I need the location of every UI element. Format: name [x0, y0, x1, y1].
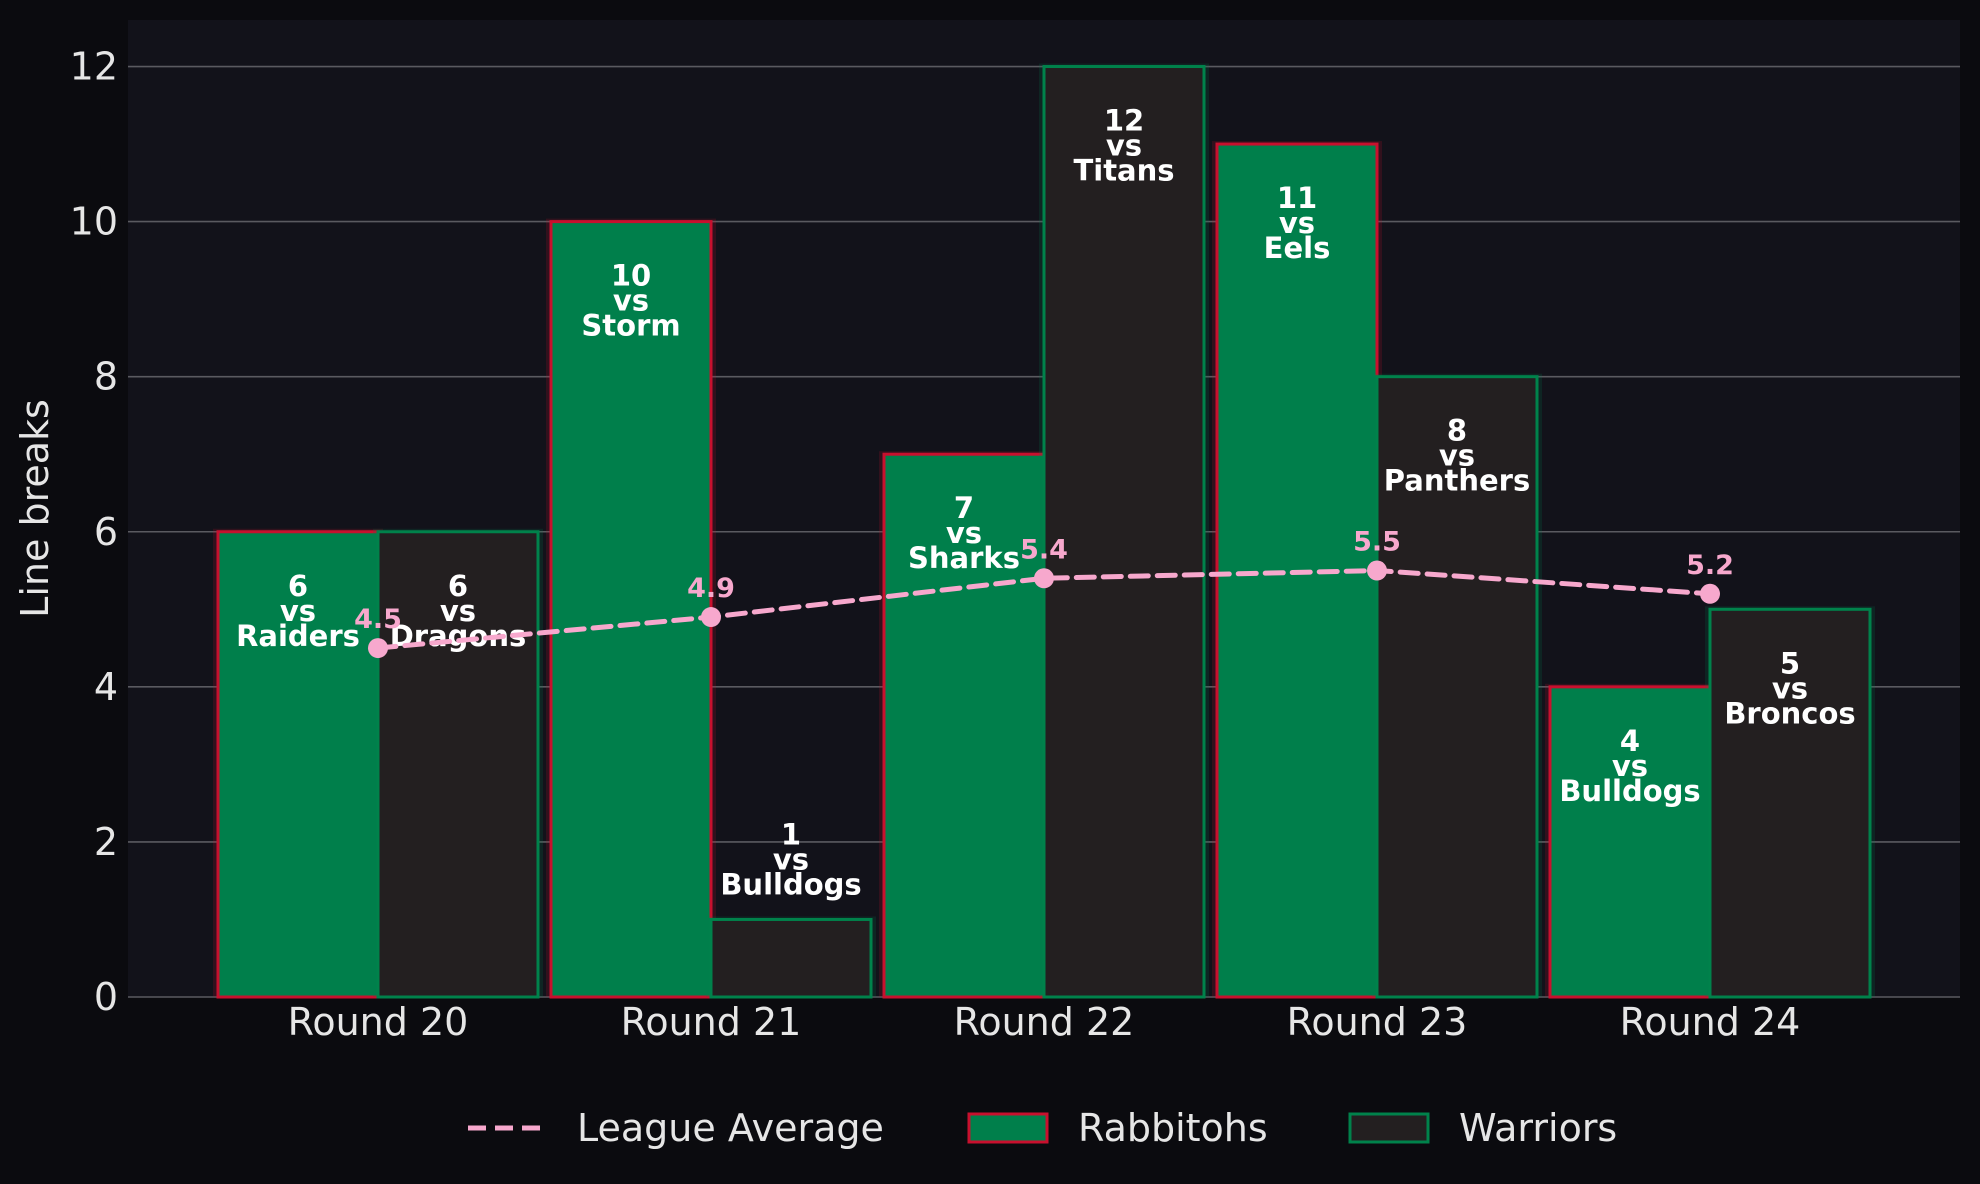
bar-vs-label: vs	[1279, 206, 1315, 240]
bar-warriors	[376, 530, 540, 999]
bar-warriors	[1375, 375, 1539, 999]
bar-value-label: 8	[1447, 414, 1467, 448]
bar-warriors	[1042, 65, 1206, 999]
x-tick-label: Round 20	[288, 1000, 469, 1044]
bar-value-label: 6	[288, 569, 308, 603]
league-average-value-label: 5.5	[1353, 527, 1401, 558]
bar-vs-label: vs	[280, 594, 316, 628]
y-tick-label: 6	[94, 510, 118, 554]
league-average-value-label: 4.9	[687, 573, 735, 604]
bar-value-label: 12	[1104, 104, 1144, 138]
bar-vs-label: vs	[946, 516, 982, 550]
x-tick-label: Round 24	[1620, 1000, 1801, 1044]
league-average-point	[1034, 568, 1054, 589]
bar-vs-label: vs	[613, 284, 649, 318]
y-tick-label: 10	[70, 200, 118, 244]
y-tick-label: 8	[94, 355, 118, 399]
league-average-point	[701, 607, 721, 628]
league-average-value-label: 5.4	[1020, 534, 1068, 565]
bar-value-label: 11	[1277, 181, 1317, 215]
bar-value-label: 4	[1620, 724, 1640, 758]
bar-warriors	[709, 917, 873, 999]
bar-opponent-label: Panthers	[1384, 464, 1530, 498]
bar-rabbitohs	[549, 220, 713, 999]
league-average-value-label: 5.2	[1686, 550, 1734, 581]
bar-value-label: 5	[1780, 646, 1800, 680]
bar-vs-label: vs	[1612, 749, 1648, 783]
bar-value-label: 10	[611, 259, 651, 293]
x-tick-label: Round 21	[621, 1000, 802, 1044]
y-tick-label: 12	[70, 45, 118, 89]
bar-vs-label: vs	[1439, 439, 1475, 473]
x-tick-label: Round 22	[954, 1000, 1135, 1044]
bar-opponent-label: Bulldogs	[1559, 774, 1700, 808]
y-axis-title: Line breaks	[13, 399, 57, 618]
bar-opponent-label: Bulldogs	[720, 867, 861, 901]
legend-swatch-warriors	[1348, 1112, 1430, 1144]
league-average-point	[368, 638, 388, 659]
bar-opponent-label: Eels	[1264, 231, 1331, 265]
y-tick-label: 2	[94, 820, 118, 864]
bar-opponent-label: Broncos	[1724, 696, 1855, 730]
league-average-value-label: 4.5	[354, 604, 402, 635]
x-tick-label: Round 23	[1287, 1000, 1468, 1044]
league-average-line	[375, 568, 1713, 651]
bar-opponent-label: Storm	[581, 309, 680, 343]
bar-value-label: 6	[448, 569, 468, 603]
legend-label-rabbitohs: Rabbitohs	[1078, 1106, 1268, 1150]
bar-warriors	[1708, 607, 1872, 999]
legend-label-league-average: League Average	[577, 1106, 884, 1150]
bar-value-label: 7	[954, 491, 974, 525]
league-average-point	[1367, 560, 1387, 581]
bar-opponent-label: Sharks	[908, 541, 1020, 575]
bar-vs-label: vs	[1106, 129, 1142, 163]
legend-label-warriors: Warriors	[1459, 1106, 1617, 1150]
league-average-point	[1700, 583, 1720, 604]
bar-vs-label: vs	[1772, 671, 1808, 705]
bar-opponent-label: Raiders	[236, 619, 360, 653]
bar-rabbitohs	[216, 530, 380, 999]
bar-vs-label: vs	[440, 594, 476, 628]
bar-value-label: 1	[781, 817, 801, 851]
y-tick-label: 4	[94, 665, 118, 709]
bar-vs-label: vs	[773, 842, 809, 876]
bar-opponent-label: Titans	[1073, 154, 1174, 188]
y-tick-label: 0	[94, 975, 118, 1019]
legend-swatch-rabbitohs	[967, 1112, 1049, 1144]
